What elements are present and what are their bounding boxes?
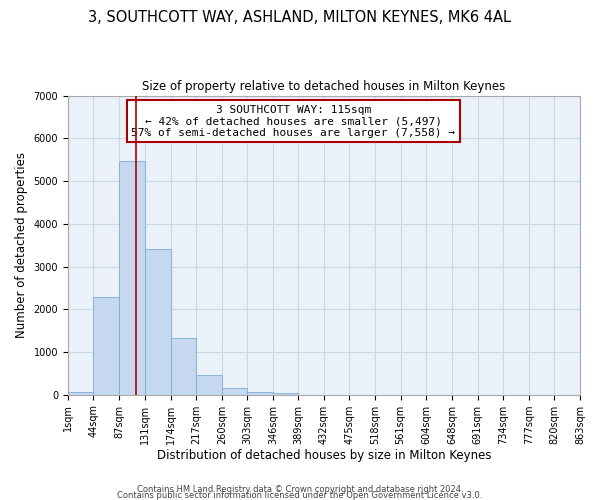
Bar	[196, 375, 222, 394]
Bar	[247, 392, 273, 394]
Y-axis label: Number of detached properties: Number of detached properties	[15, 152, 28, 338]
Bar	[170, 338, 196, 394]
Text: 3 SOUTHCOTT WAY: 115sqm
← 42% of detached houses are smaller (5,497)
57% of semi: 3 SOUTHCOTT WAY: 115sqm ← 42% of detache…	[131, 104, 455, 138]
Bar	[145, 248, 170, 394]
Title: Size of property relative to detached houses in Milton Keynes: Size of property relative to detached ho…	[142, 80, 506, 93]
Bar	[222, 388, 247, 394]
X-axis label: Distribution of detached houses by size in Milton Keynes: Distribution of detached houses by size …	[157, 450, 491, 462]
Bar	[94, 298, 119, 394]
Bar	[119, 160, 145, 394]
Text: Contains public sector information licensed under the Open Government Licence v3: Contains public sector information licen…	[118, 490, 482, 500]
Bar	[68, 392, 94, 394]
Text: Contains HM Land Registry data © Crown copyright and database right 2024.: Contains HM Land Registry data © Crown c…	[137, 484, 463, 494]
Text: 3, SOUTHCOTT WAY, ASHLAND, MILTON KEYNES, MK6 4AL: 3, SOUTHCOTT WAY, ASHLAND, MILTON KEYNES…	[89, 10, 511, 25]
